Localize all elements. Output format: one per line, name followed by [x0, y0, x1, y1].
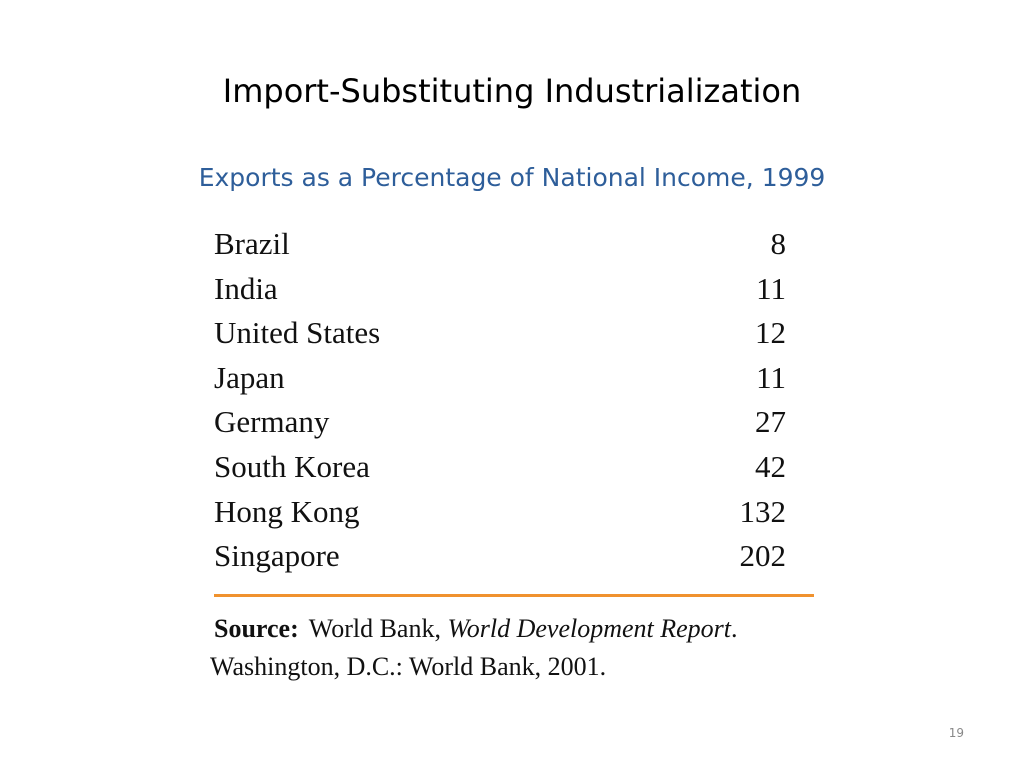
table-row: Japan 11	[214, 356, 786, 401]
country-name: Singapore	[214, 538, 340, 574]
country-name: Germany	[214, 404, 330, 440]
slide-subtitle: Exports as a Percentage of National Inco…	[198, 163, 826, 192]
slide-title: Import-Substituting Industrialization	[222, 72, 802, 110]
export-value: 202	[739, 538, 787, 574]
country-name: India	[214, 270, 278, 306]
export-value: 27	[755, 404, 786, 440]
source-label: Source:	[214, 614, 299, 643]
table-row: Brazil 8	[214, 222, 786, 267]
table-row: United States 12	[214, 311, 786, 356]
table-row: South Korea 42	[214, 445, 786, 490]
table-row: India 11	[214, 267, 786, 312]
country-name: South Korea	[214, 448, 370, 484]
table-row: Hong Kong 132	[214, 490, 786, 535]
table-row: Singapore 202	[214, 534, 786, 579]
source-line-2: Washington, D.C.: World Bank, 2001.	[210, 652, 607, 681]
source-report-title: World Development Report	[447, 614, 732, 643]
slide-number: 19	[948, 726, 964, 740]
exports-table: Brazil 8 India 11 United States 12 Japan…	[214, 222, 786, 579]
country-name: Hong Kong	[214, 493, 360, 529]
export-value: 132	[739, 493, 787, 529]
export-value: 42	[755, 448, 786, 484]
country-name: United States	[214, 315, 381, 351]
export-value: 11	[756, 270, 786, 306]
export-value: 11	[756, 359, 786, 395]
export-value: 8	[770, 226, 787, 261]
source-publisher: World Bank,	[308, 614, 441, 643]
table-row: Germany 27	[214, 400, 786, 445]
source-divider	[214, 594, 814, 597]
source-line-1: Source: World Bank, World Development Rep…	[214, 614, 738, 643]
country-name: Japan	[214, 359, 285, 395]
export-value: 12	[755, 315, 786, 351]
source-citation: Source: World Bank, World Development Rep…	[210, 610, 834, 686]
country-name: Brazil	[214, 226, 290, 261]
